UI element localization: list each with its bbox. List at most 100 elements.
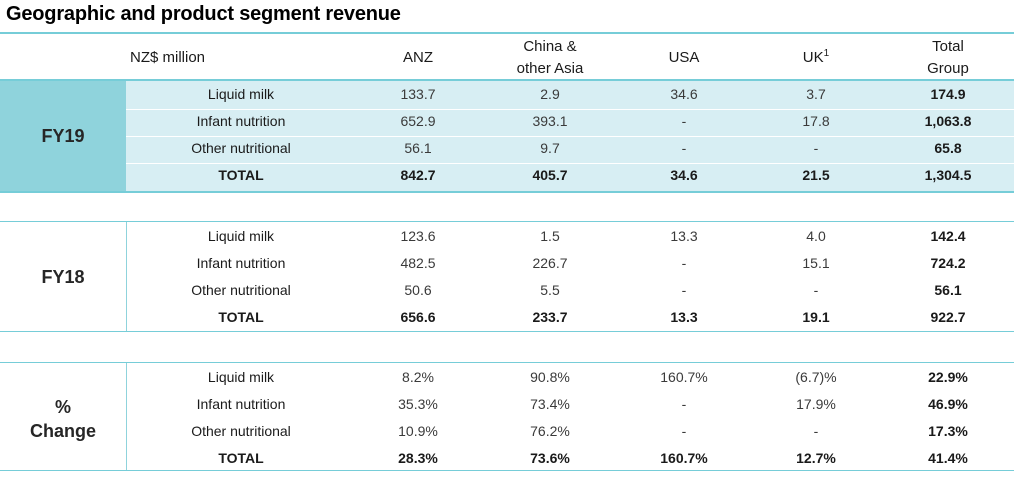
column-header-usa: USA bbox=[634, 47, 734, 69]
row-separator bbox=[126, 163, 1014, 164]
table-cell: (6.7)% bbox=[795, 369, 837, 385]
table-cell: - bbox=[681, 396, 687, 412]
column-header-china: China & other Asia bbox=[490, 36, 610, 80]
table-cell: 393.1 bbox=[532, 113, 568, 129]
table-cell: 652.9 bbox=[400, 113, 436, 129]
table-cell: 482.5 bbox=[400, 255, 436, 271]
column-header-total: Total Group bbox=[898, 36, 998, 80]
table-cell: 2.9 bbox=[540, 86, 560, 102]
table-cell: 133.7 bbox=[400, 86, 436, 102]
table-cell: 73.4% bbox=[530, 396, 570, 412]
table-cell: 17.3% bbox=[928, 423, 968, 439]
table-cell: 12.7% bbox=[796, 450, 836, 466]
section-divider bbox=[126, 222, 127, 332]
table-cell: 46.9% bbox=[928, 396, 968, 412]
table-cell: - bbox=[681, 423, 687, 439]
table-cell: 3.7 bbox=[806, 86, 826, 102]
section-rule bbox=[0, 362, 1014, 363]
table-cell: - bbox=[681, 140, 687, 156]
table-cell: 13.3 bbox=[670, 228, 698, 244]
row-separator bbox=[126, 109, 1014, 110]
table-cell: 10.9% bbox=[398, 423, 438, 439]
table-cell: 34.6 bbox=[670, 167, 698, 183]
total-row-label: TOTAL bbox=[218, 450, 264, 466]
table-cell: 123.6 bbox=[400, 228, 436, 244]
row-label: Infant nutrition bbox=[196, 255, 286, 271]
table-cell: 90.8% bbox=[530, 369, 570, 385]
table-cell: - bbox=[813, 140, 819, 156]
section-rule bbox=[0, 470, 1014, 471]
table-cell: 50.6 bbox=[404, 282, 432, 298]
table-cell: 160.7% bbox=[660, 450, 708, 466]
top-rule bbox=[0, 32, 1014, 34]
table-cell: 656.6 bbox=[400, 309, 436, 325]
row-label: Liquid milk bbox=[207, 228, 275, 244]
page-title: Geographic and product segment revenue bbox=[6, 3, 401, 25]
table-cell: - bbox=[813, 282, 819, 298]
table-cell: 8.2% bbox=[402, 369, 434, 385]
total-row-label: TOTAL bbox=[218, 167, 264, 183]
row-label: Liquid milk bbox=[207, 369, 275, 385]
section-divider bbox=[126, 363, 127, 471]
table-cell: 1,304.5 bbox=[924, 167, 972, 183]
column-header-uk: UK1 bbox=[766, 47, 866, 69]
header-bottom-rule bbox=[0, 79, 1014, 81]
row-label: Liquid milk bbox=[207, 86, 275, 102]
table-cell: 160.7% bbox=[660, 369, 708, 385]
section-label-fy19: FY19 bbox=[0, 124, 126, 148]
section-label-change-line2: Change bbox=[29, 421, 96, 441]
column-header-uk-text: UK bbox=[802, 49, 824, 66]
table-cell: - bbox=[813, 423, 819, 439]
table-cell: 13.3 bbox=[670, 309, 698, 325]
uk-footnote-marker: 1 bbox=[823, 48, 830, 59]
table-cell: 22.9% bbox=[928, 369, 968, 385]
table-cell: 233.7 bbox=[532, 309, 568, 325]
table-cell: - bbox=[681, 113, 687, 129]
section-label-change-line1: % bbox=[54, 397, 71, 417]
section-label-fy18: FY18 bbox=[0, 265, 126, 289]
table-cell: 21.5 bbox=[802, 167, 830, 183]
table-cell: 226.7 bbox=[532, 255, 568, 271]
section-label-change: % Change bbox=[0, 395, 126, 443]
table-cell: 17.9% bbox=[796, 396, 836, 412]
table-cell: 56.1 bbox=[404, 140, 432, 156]
table-cell: 34.6 bbox=[670, 86, 698, 102]
table-cell: 28.3% bbox=[398, 450, 438, 466]
row-label: Other nutritional bbox=[191, 423, 291, 439]
section-label-fy18-text: FY18 bbox=[41, 267, 85, 287]
fy19-label-background bbox=[0, 81, 126, 191]
row-separator bbox=[126, 136, 1014, 137]
total-row-label: TOTAL bbox=[218, 309, 264, 325]
column-header-anz-text: ANZ bbox=[403, 49, 433, 66]
table-cell: 9.7 bbox=[540, 140, 560, 156]
table-cell: 19.1 bbox=[802, 309, 830, 325]
column-header-anz: ANZ bbox=[368, 47, 468, 69]
row-label: Other nutritional bbox=[191, 282, 291, 298]
table-cell: 405.7 bbox=[532, 167, 568, 183]
table-cell: 174.9 bbox=[930, 86, 966, 102]
table-cell: 41.4% bbox=[928, 450, 968, 466]
row-label: Infant nutrition bbox=[196, 396, 286, 412]
table-cell: 35.3% bbox=[398, 396, 438, 412]
row-label: Other nutritional bbox=[191, 140, 291, 156]
section-rule bbox=[0, 191, 1014, 193]
section-rule bbox=[0, 221, 1014, 222]
table-cell: 5.5 bbox=[540, 282, 560, 298]
table-cell: 76.2% bbox=[530, 423, 570, 439]
section-rule bbox=[0, 331, 1014, 332]
table-cell: 922.7 bbox=[930, 309, 966, 325]
table-cell: - bbox=[681, 255, 687, 271]
column-header-china-line1: China & bbox=[523, 38, 577, 55]
unit-label: NZ$ million bbox=[130, 49, 206, 66]
table-cell: 724.2 bbox=[930, 255, 966, 271]
table-cell: - bbox=[681, 282, 687, 298]
table-cell: 1.5 bbox=[540, 228, 560, 244]
section-label-fy19-text: FY19 bbox=[41, 126, 85, 146]
table-cell: 842.7 bbox=[400, 167, 436, 183]
table-cell: 65.8 bbox=[934, 140, 962, 156]
column-header-total-line2: Group bbox=[927, 60, 969, 77]
column-header-china-line2: other Asia bbox=[516, 60, 584, 77]
column-header-total-line1: Total bbox=[932, 38, 964, 55]
table-cell: 73.6% bbox=[530, 450, 570, 466]
